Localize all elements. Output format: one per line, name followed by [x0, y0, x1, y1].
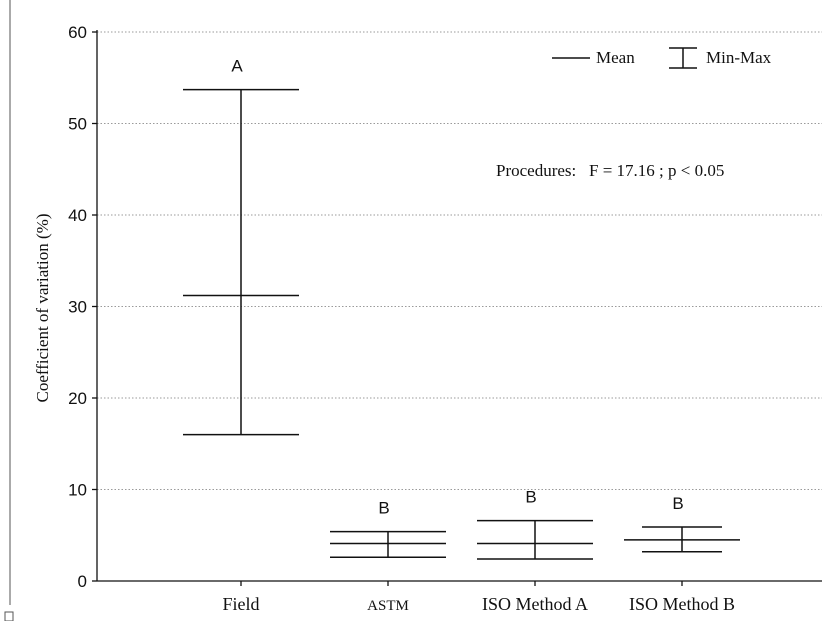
y-tick-label: 10: [68, 481, 87, 500]
y-axis-title: Coefficient of variation (%): [33, 214, 52, 403]
x-tick-label: Field: [222, 594, 259, 614]
gridlines: [97, 31, 822, 490]
legend-minmax-swatch: [669, 47, 697, 69]
x-axis-ticks: Field ASTM ISO Method A ISO Method B: [222, 581, 735, 614]
plot-marks: A B B B: [183, 57, 740, 560]
corner-marker: [4, 611, 14, 622]
y-tick-label: 50: [68, 115, 87, 134]
y-tick-label: 20: [68, 389, 87, 408]
legend-minmax-label: Min-Max: [706, 48, 772, 67]
group-letter: B: [525, 488, 536, 507]
group-letter: A: [231, 57, 243, 76]
legend-mean-label: Mean: [596, 48, 635, 67]
x-tick-label: ISO Method B: [629, 594, 735, 614]
y-tick-label: 30: [68, 298, 87, 317]
x-tick-label: ISO Method A: [482, 594, 588, 614]
y-axis-ticks: 0 10 20 30 40 50 60: [68, 23, 97, 591]
group-letter: B: [672, 494, 683, 513]
group-letter: B: [378, 499, 389, 518]
y-tick-label: 0: [78, 572, 87, 591]
y-tick-label: 60: [68, 23, 87, 42]
axes: [96, 30, 822, 582]
statistics-annotation: Procedures: F = 17.16 ; p < 0.05: [496, 161, 724, 180]
x-tick-label: ASTM: [367, 598, 409, 614]
legend: Mean Min-Max: [552, 47, 772, 69]
y-tick-label: 40: [68, 206, 87, 225]
